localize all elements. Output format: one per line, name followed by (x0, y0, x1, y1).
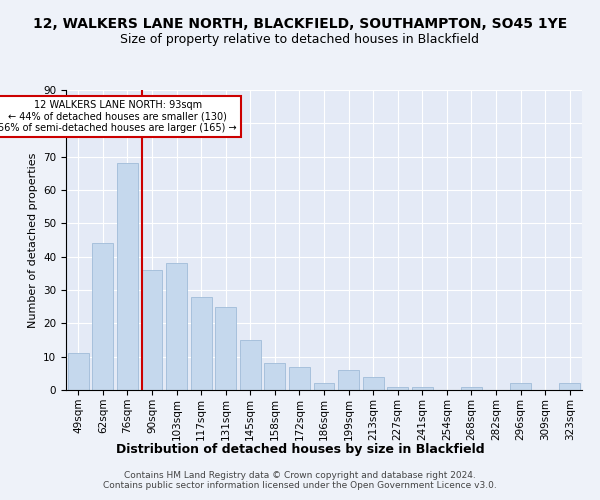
Text: 12, WALKERS LANE NORTH, BLACKFIELD, SOUTHAMPTON, SO45 1YE: 12, WALKERS LANE NORTH, BLACKFIELD, SOUT… (33, 18, 567, 32)
Bar (117, 164, 138, 390)
Bar (142, 270, 163, 390)
Bar (314, 384, 334, 390)
Bar (559, 384, 580, 390)
Bar (387, 386, 408, 390)
Bar (412, 386, 433, 390)
Bar (191, 296, 212, 390)
Text: Contains HM Land Registry data © Crown copyright and database right 2024.
Contai: Contains HM Land Registry data © Crown c… (103, 470, 497, 490)
Bar (510, 384, 531, 390)
Bar (338, 370, 359, 390)
Y-axis label: Number of detached properties: Number of detached properties (28, 152, 38, 328)
Bar (92, 244, 113, 390)
Text: 12 WALKERS LANE NORTH: 93sqm
← 44% of detached houses are smaller (130)
56% of s: 12 WALKERS LANE NORTH: 93sqm ← 44% of de… (0, 100, 237, 133)
Bar (68, 354, 89, 390)
Bar (240, 340, 261, 390)
Text: Size of property relative to detached houses in Blackfield: Size of property relative to detached ho… (121, 32, 479, 46)
Bar (289, 366, 310, 390)
Bar (362, 376, 383, 390)
Bar (461, 386, 482, 390)
Bar (215, 306, 236, 390)
Text: Distribution of detached houses by size in Blackfield: Distribution of detached houses by size … (116, 442, 484, 456)
Bar (265, 364, 286, 390)
Bar (166, 264, 187, 390)
